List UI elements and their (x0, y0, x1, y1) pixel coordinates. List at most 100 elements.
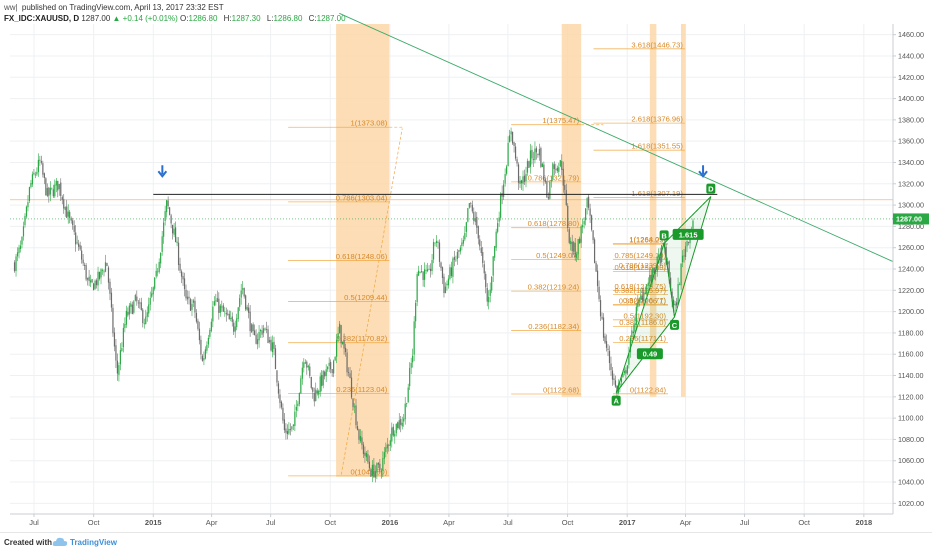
pattern-point-badge (706, 183, 716, 194)
candle-body (416, 274, 418, 303)
candle-body (201, 355, 204, 361)
candle-body (134, 295, 136, 301)
y-tick-label: 1340.00 (898, 158, 924, 167)
candle-body (582, 225, 584, 228)
y-tick-label: 1360.00 (898, 137, 924, 146)
candle-body (491, 276, 493, 291)
y-tick-label: 1240.00 (898, 265, 924, 274)
candle-body (482, 252, 484, 264)
fib-level-label: 1(1263.25) (629, 236, 666, 245)
candle-body (489, 289, 491, 296)
candle-body (465, 222, 467, 232)
candle-body (507, 142, 509, 167)
candle-body (115, 345, 117, 361)
candle-body (271, 342, 274, 353)
fib-level-label: 0.236(1123.04) (336, 385, 387, 394)
candle-body (279, 394, 281, 403)
candle-body (519, 180, 521, 185)
candle-body (552, 163, 554, 180)
x-tick-label: Oct (324, 518, 337, 527)
fib-level-label: 0.618(1219.75) (615, 282, 667, 291)
candle-body (234, 326, 236, 332)
fib-2015: 1(1373.08) 0.786(1303.04) 0.618(1248.06) 0.… (288, 119, 403, 476)
candle-body (367, 454, 369, 463)
candle-body (128, 305, 130, 315)
fib-extension: 3.618(1446.73) 2.618(1376.96) 1.618(1351.5… (593, 40, 685, 198)
candle-body (516, 159, 518, 164)
x-tick-label: Jul (266, 518, 276, 527)
candle-body (107, 267, 110, 283)
candle-body (629, 338, 631, 353)
candle-body (276, 370, 278, 383)
candle-body (453, 257, 456, 260)
candle-body (210, 321, 212, 331)
candle-body (207, 337, 209, 345)
candle-body (288, 428, 290, 434)
candle-body (179, 263, 181, 271)
last-price-label: 1287.00 (896, 215, 922, 224)
fib-level-label: 0.382(1170.82) (336, 334, 387, 343)
highlight-zone (649, 24, 657, 397)
candle-body (558, 167, 560, 172)
candle-body (212, 306, 214, 322)
candle-body (667, 261, 669, 265)
price-change: ▲ +0.14 (+0.01%) (112, 14, 178, 23)
candle-body (395, 423, 397, 434)
tradingview-cloud-icon[interactable] (52, 536, 68, 548)
highlight-zone (561, 24, 582, 397)
candle-body (73, 225, 75, 232)
candle-body (334, 356, 336, 361)
candle-body (450, 267, 453, 276)
down-arrow-icon (157, 165, 168, 178)
candle-body (277, 383, 280, 394)
candle-body (591, 215, 593, 230)
candle-body (604, 336, 606, 343)
candle-body (410, 362, 412, 368)
candle-body (110, 292, 113, 308)
y-tick-label: 1300.00 (898, 201, 924, 210)
candle-body (161, 236, 163, 252)
y-tick-label: 1400.00 (898, 94, 924, 103)
candle-body (520, 180, 523, 184)
author-name[interactable]: ww| (4, 3, 18, 12)
highlight-zone (681, 24, 686, 397)
tradingview-brand[interactable]: TradingView (70, 538, 117, 547)
candle-body (291, 426, 293, 430)
candle-body (477, 226, 479, 239)
price-chart[interactable]: 1(1373.08) 0.786(1303.04) 0.618(1248.06) 0.… (0, 0, 932, 532)
candle-body (186, 296, 189, 300)
candle-body (151, 293, 153, 297)
candle-body (233, 322, 235, 332)
candle-body (613, 378, 615, 380)
y-tick-label: 1420.00 (898, 73, 924, 82)
highlight-zone (336, 24, 390, 477)
candle-body (550, 180, 552, 182)
pattern-ratio-line (663, 196, 712, 244)
candle-body (350, 377, 353, 398)
candle-body (45, 178, 47, 196)
candle-body (313, 393, 315, 402)
candle-body (127, 311, 129, 316)
pattern-point-badge (611, 395, 621, 406)
candle-body (523, 175, 526, 182)
candle-body (422, 271, 424, 280)
candle-body (191, 303, 193, 310)
candle-body (500, 193, 502, 218)
candle-body (64, 207, 66, 210)
candle-body (653, 267, 655, 273)
candle-body (109, 281, 111, 294)
candle-body (428, 268, 430, 270)
candle-body (675, 302, 678, 306)
candle-body (18, 247, 20, 254)
candle-body (593, 239, 596, 264)
candle-body (13, 262, 16, 272)
candle-body (473, 211, 475, 221)
candle-body (173, 228, 175, 235)
candle-body (670, 277, 672, 291)
candle-body (139, 302, 141, 304)
candle-body (567, 205, 569, 228)
fib-level-label: 0.5(1192.30) (624, 311, 667, 320)
candle-body (459, 247, 461, 252)
pattern-point-badge (659, 230, 669, 241)
symbol-label[interactable]: FX_IDC:XAUUSD, D (4, 14, 80, 23)
